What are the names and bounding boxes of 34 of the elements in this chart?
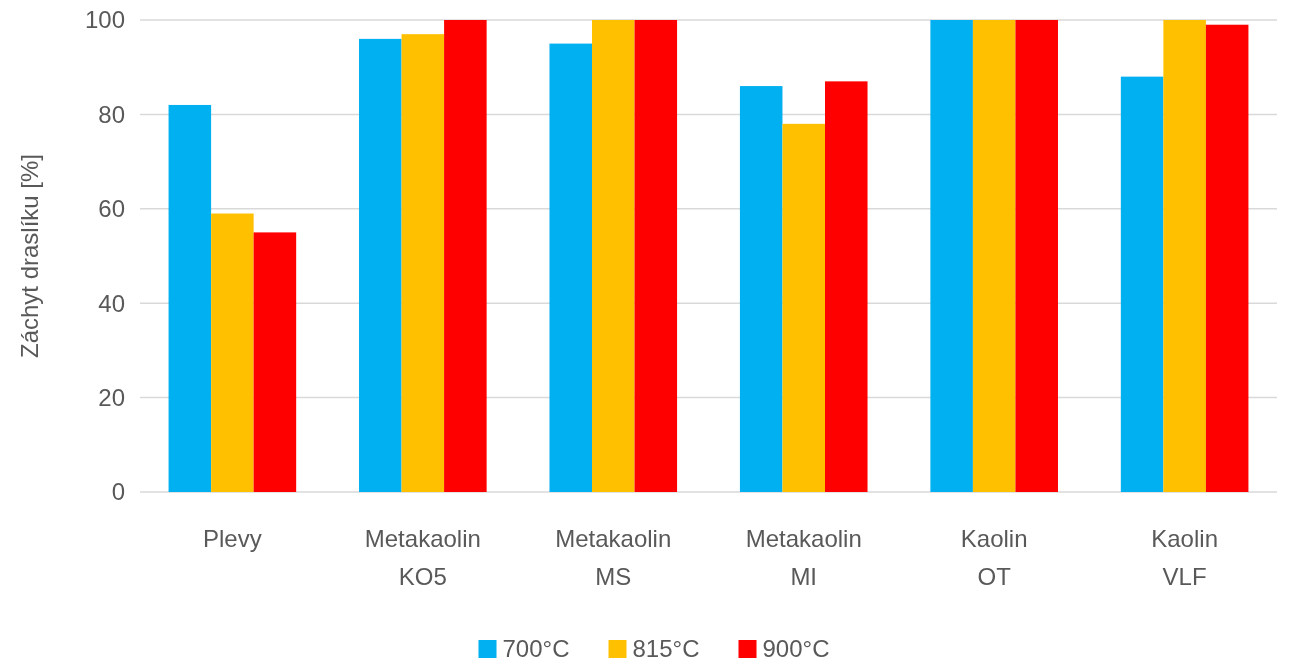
y-tick-label: 0 xyxy=(111,478,125,506)
bar xyxy=(1120,76,1164,492)
bar xyxy=(634,20,678,492)
y-tick-label: 40 xyxy=(98,289,125,317)
y-tick-label: 60 xyxy=(98,195,125,223)
y-tick-label: 100 xyxy=(84,6,125,34)
bar xyxy=(930,20,973,492)
legend-label: 815°C xyxy=(632,635,700,662)
x-tick-label: Kaolin OT xyxy=(960,525,1028,590)
bar xyxy=(592,20,635,492)
bar xyxy=(972,20,1016,492)
bar xyxy=(739,86,783,492)
legend-label: 900°C xyxy=(762,635,830,662)
bar xyxy=(211,213,254,492)
y-tick-label: 80 xyxy=(98,100,125,128)
x-tick-label: Kaolin VLF xyxy=(1151,525,1218,590)
x-tick-label: Plevy xyxy=(203,525,262,552)
y-tick-label: 20 xyxy=(98,384,125,411)
bar xyxy=(782,123,825,492)
bar xyxy=(168,104,212,492)
bar xyxy=(1015,20,1058,492)
y-axis-title: Záchyt draslíku [%] xyxy=(16,153,43,359)
bar xyxy=(401,34,445,492)
legend-label: 700°C xyxy=(502,635,570,662)
bar xyxy=(253,232,297,492)
bar xyxy=(824,81,868,492)
bar xyxy=(549,43,593,492)
bar xyxy=(359,38,402,492)
x-tick-label: Metakaolin MS xyxy=(555,525,672,590)
bar xyxy=(1163,20,1206,492)
x-tick-label: Metakaolin MI xyxy=(745,525,862,590)
x-tick-label: Metakaolin KO5 xyxy=(364,525,481,590)
bar xyxy=(444,20,487,492)
bar xyxy=(1205,24,1249,492)
